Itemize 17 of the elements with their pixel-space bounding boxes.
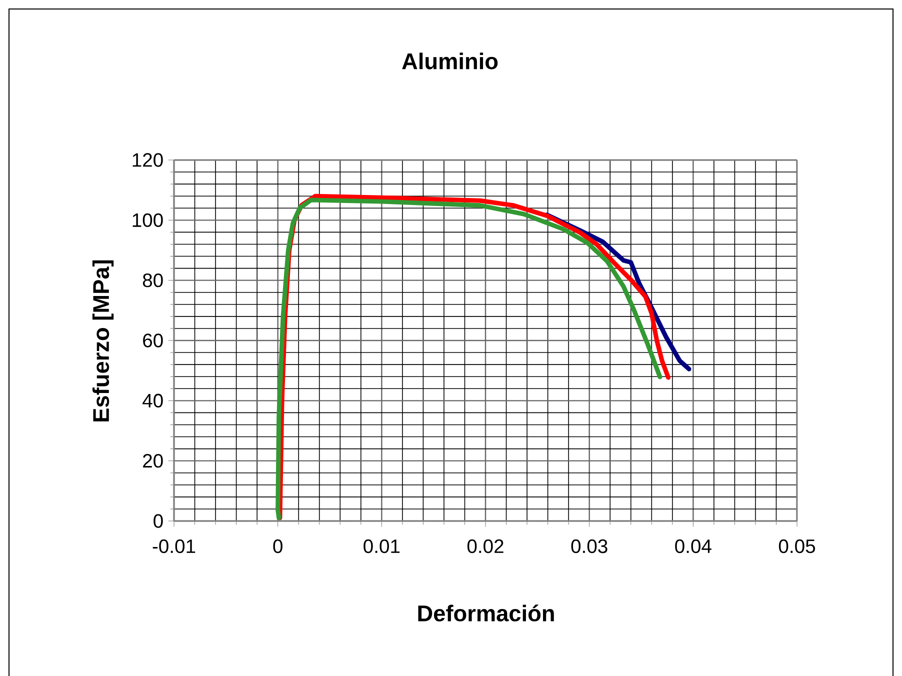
y-tick-label: 60	[143, 334, 163, 348]
y-tick-label: 120	[132, 153, 163, 167]
x-tick-label: 0.04	[675, 539, 712, 554]
y-tick-label: 40	[142, 394, 163, 408]
y-tick-label: 100	[132, 213, 163, 228]
x-tick-label: 0.01	[364, 539, 400, 554]
x-tick-label: 0	[273, 539, 282, 554]
y-axis-title: Esfuerzo [MPa]	[92, 260, 114, 422]
y-tick-label: 0	[154, 514, 163, 528]
x-axis-title: Deformación	[418, 604, 554, 622]
y-tick-label: 80	[142, 273, 163, 288]
chart-title: Aluminio	[402, 52, 498, 70]
x-tick-label: 0.05	[778, 539, 816, 554]
y-tick-label: 20	[143, 454, 163, 468]
x-tick-label: 0.03	[571, 539, 608, 554]
x-tick-label: -0.01	[152, 539, 196, 554]
x-tick-label: 0.02	[467, 539, 504, 554]
